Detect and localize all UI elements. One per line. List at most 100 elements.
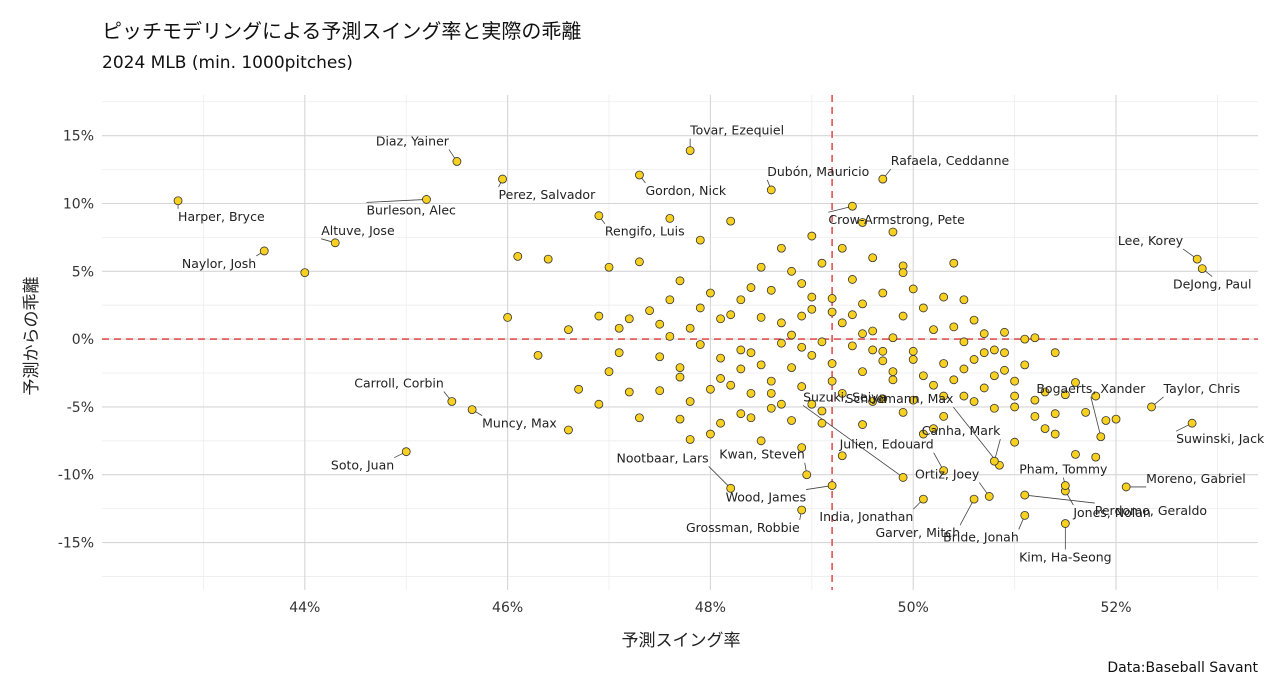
label-leader-line (1024, 494, 1095, 504)
point-label: Canha, Mark (922, 423, 1001, 438)
data-point (837, 451, 847, 461)
data-point (989, 403, 999, 413)
data-point (949, 322, 959, 332)
data-point (614, 348, 624, 358)
data-point (807, 399, 817, 409)
data-point (1050, 348, 1060, 358)
data-point (858, 420, 867, 429)
data-point (655, 319, 665, 329)
data-point (503, 313, 513, 322)
data-point (685, 435, 695, 444)
data-point (665, 214, 675, 223)
data-point (908, 395, 918, 405)
point-label: Nootbaar, Lars (617, 450, 709, 465)
data-point (1020, 360, 1030, 370)
data-point (300, 268, 310, 278)
data-point (624, 387, 634, 397)
data-point (1000, 348, 1009, 358)
data-point (1050, 429, 1060, 439)
data-point (959, 364, 969, 374)
data-point (918, 371, 928, 381)
axis-ticks: 44% 46% 48% 50% 52% 15% 10% 5% 0% -5% -10% -15% (58, 129, 1132, 616)
data-point (807, 231, 817, 241)
data-point (766, 403, 776, 413)
data-point (989, 371, 999, 381)
data-point (1040, 387, 1050, 397)
data-point (888, 375, 898, 385)
data-point (736, 409, 746, 419)
data-point (716, 353, 725, 363)
data-point (756, 436, 766, 446)
data-point (655, 386, 665, 396)
data-point (716, 314, 725, 324)
data-point (858, 299, 867, 309)
data-point (817, 258, 827, 268)
data-point (939, 359, 949, 368)
point-label: Garver, Mitch (875, 525, 960, 540)
data-point (756, 360, 766, 370)
data-point (908, 346, 918, 356)
data-point (898, 311, 908, 321)
labeled-data-point (939, 466, 949, 476)
data-point (756, 262, 766, 272)
labeled-data-point (1060, 481, 1070, 490)
labeled-data-point (259, 246, 269, 256)
data-point (746, 413, 756, 423)
point-label: India, Jonathan (819, 509, 913, 524)
data-point (878, 394, 888, 404)
point-label: Diaz, Yainer (376, 133, 450, 148)
data-point (858, 218, 867, 227)
labeled-data-point (1121, 482, 1131, 492)
point-label: Schuemann, Max (846, 391, 954, 406)
data-point (868, 326, 878, 336)
data-point (878, 356, 888, 366)
labeled-data-point (1187, 418, 1197, 428)
data-point (574, 384, 583, 394)
data-point (878, 288, 888, 298)
data-point (827, 359, 837, 368)
labeled-data-point (918, 494, 928, 504)
data-point (888, 367, 898, 377)
point-label: Pham, Tommy (1019, 462, 1108, 477)
label-leader-line (959, 498, 975, 526)
point-label: Bride, Jonah (943, 529, 1019, 544)
point-label: Lee, Korey (1118, 233, 1184, 248)
data-point (706, 384, 715, 394)
labeled-data-point (447, 397, 457, 406)
data-point (564, 425, 573, 435)
labeled-data-point (969, 494, 979, 504)
data-point (807, 304, 817, 314)
point-label: Tovar, Ezequiel (689, 123, 784, 138)
data-point (635, 413, 644, 423)
data-point (594, 399, 604, 409)
data-point (929, 424, 938, 434)
data-point (685, 323, 695, 333)
point-label: Kwan, Steven (719, 447, 805, 462)
labeled-data-point (173, 196, 183, 206)
data-point (1010, 391, 1020, 401)
data-point (898, 407, 908, 417)
point-label: Wood, James (726, 490, 807, 505)
point-label: Perdomo, Geraldo (1095, 503, 1207, 518)
data-point (706, 429, 715, 439)
labeled-data-point (594, 211, 604, 221)
point-label: Harper, Bryce (178, 209, 265, 224)
data-point (959, 337, 969, 347)
data-point (695, 235, 705, 245)
data-point (817, 337, 827, 347)
labeled-data-point (498, 174, 507, 184)
data-point (888, 227, 898, 237)
labeled-data-point (1147, 402, 1156, 412)
data-point (858, 367, 867, 377)
label-leader-line (802, 405, 904, 478)
data-point (827, 376, 837, 386)
data-point (1101, 416, 1111, 425)
labeled-data-point (1197, 264, 1207, 273)
point-label: Suwinski, Jack (1176, 431, 1265, 446)
y-tick-label: 10% (63, 196, 94, 212)
labeled-data-point (401, 447, 411, 457)
data-point (1000, 327, 1009, 337)
data-point (969, 315, 979, 325)
labeled-data-point (898, 473, 908, 482)
data-point (564, 325, 573, 335)
